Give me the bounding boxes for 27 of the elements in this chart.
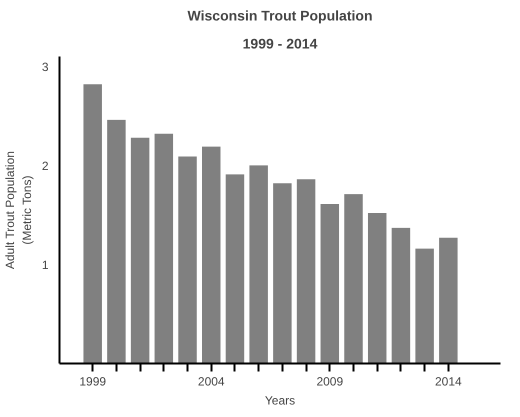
x-tick-label: 1999 xyxy=(79,374,106,388)
bar xyxy=(249,165,268,364)
bar xyxy=(178,156,197,364)
bar xyxy=(415,248,434,364)
bar xyxy=(296,179,316,364)
bar xyxy=(154,134,174,364)
y-axis-title: Adult Trout Population (Metric Tons) xyxy=(3,151,34,270)
bar xyxy=(439,238,458,364)
bar xyxy=(320,204,340,364)
chart-subtitle: 1999 - 2014 xyxy=(242,36,318,52)
bar xyxy=(107,120,126,364)
bar xyxy=(273,183,292,364)
bar xyxy=(130,138,150,364)
x-tick-label: 2009 xyxy=(316,374,344,388)
bar xyxy=(392,228,410,364)
x-tick-label: 2014 xyxy=(434,374,462,388)
bar xyxy=(368,212,386,364)
y-tick-label: 1 xyxy=(42,258,49,272)
chart-title: Wisconsin Trout Population xyxy=(188,8,372,24)
x-tick-label: 2004 xyxy=(198,374,225,388)
y-tick-label: 3 xyxy=(42,60,49,74)
bar xyxy=(83,84,102,364)
bar xyxy=(226,174,244,364)
bar xyxy=(344,194,363,364)
y-tick-label: 2 xyxy=(42,158,49,173)
x-axis-title: Years xyxy=(264,394,296,408)
bar xyxy=(202,146,220,364)
